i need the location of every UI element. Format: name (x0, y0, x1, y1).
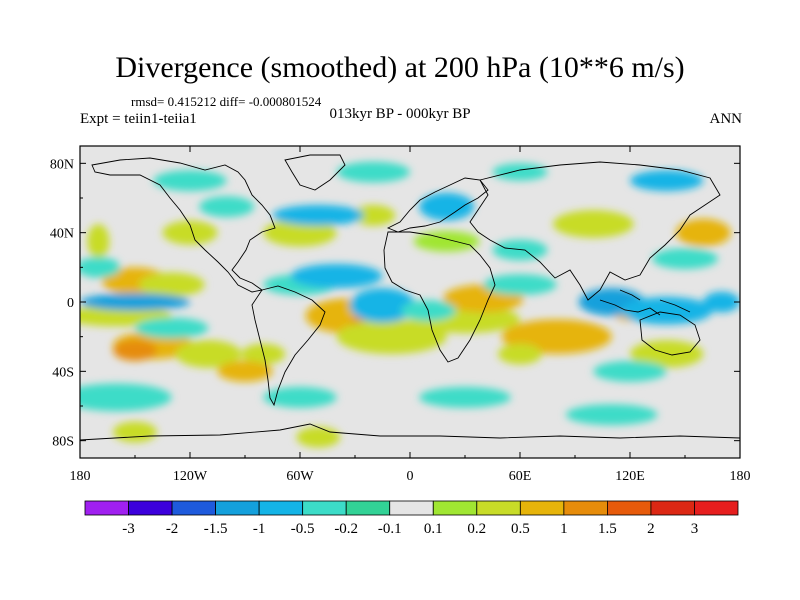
positive-anomaly (113, 421, 157, 443)
negative-anomaly (419, 386, 511, 408)
plot-area (79, 145, 741, 459)
negative-anomaly (492, 239, 548, 261)
x-tick-label: 60W (286, 469, 314, 484)
positive-anomaly (296, 426, 341, 448)
x-tick-label: 120E (615, 469, 645, 484)
map-axes: 180 120W 60W 0 60E 120E 180 80N 40N 0 40S 80S (50, 146, 751, 484)
colorbar-swatch (563, 500, 608, 516)
positive-anomaly (336, 319, 447, 354)
negative-anomaly (80, 256, 121, 278)
positive-anomaly (263, 218, 337, 247)
positive-anomaly (413, 230, 480, 252)
colorbar-label: -2 (166, 521, 179, 537)
x-tick-label: 180 (730, 469, 751, 484)
colorbar-label: -1.5 (204, 521, 228, 537)
negative-anomaly (565, 404, 658, 426)
negative-anomaly (349, 288, 416, 323)
colorbar-swatch (302, 500, 347, 516)
divergence-field (80, 161, 740, 448)
colorbar-swatch (258, 500, 304, 516)
colorbar-label: 0.1 (424, 521, 443, 537)
colorbar-swatch (476, 500, 521, 516)
negative-anomaly (263, 386, 337, 408)
negative-anomaly (153, 170, 227, 192)
colorbar-label: 1 (560, 521, 568, 537)
y-tick-label: 0 (67, 296, 74, 311)
negative-anomaly (80, 293, 190, 311)
negative-anomaly (483, 274, 557, 296)
positive-anomaly (498, 343, 542, 365)
colorbar-label: 0.5 (511, 521, 530, 537)
colorbar-swatch (432, 500, 478, 516)
x-tick-label: 0 (407, 469, 414, 484)
positive-anomaly (162, 220, 218, 245)
colorbar-swatch (389, 500, 434, 516)
period-label: 013kyr BP - 000kyr BP (329, 106, 471, 122)
positive-anomaly (630, 340, 704, 368)
colorbar-label: -0.5 (291, 521, 315, 537)
negative-anomaly (703, 291, 740, 313)
colorbar-label: 2 (647, 521, 655, 537)
positive-anomaly (675, 218, 731, 247)
negative-anomaly (630, 170, 704, 192)
negative-anomaly (620, 296, 713, 325)
colorbar: -3 -2 -1.5 -1 -0.5 -0.2 -0.1 0.1 0.2 0.5 1 1.5 2 3 (84, 500, 739, 537)
positive-anomaly (351, 204, 396, 226)
coastlines (80, 154, 740, 441)
experiment-label: Expt = teiin1-teiia1 (80, 111, 197, 127)
negative-anomaly (80, 383, 172, 412)
y-tick-label: 40N (50, 227, 74, 242)
positive-anomaly (138, 272, 205, 297)
positive-anomaly (217, 360, 273, 382)
negative-anomaly (593, 360, 667, 382)
colorbar-swatch (694, 500, 739, 516)
colorbar-swatch (345, 500, 391, 516)
colorbar-swatch (519, 500, 565, 516)
colorbar-label: 3 (691, 521, 699, 537)
page-title: Divergence (smoothed) at 200 hPa (10**6 … (115, 51, 685, 84)
colorbar-swatch (84, 500, 129, 516)
colorbar-swatch (607, 500, 652, 516)
season-label: ANN (709, 111, 743, 127)
stats-line: rmsd= 0.415212 diff= -0.000801524 (131, 94, 322, 109)
colorbar-swatch (128, 500, 173, 516)
negative-anomaly (492, 163, 548, 181)
negative-anomaly (652, 248, 718, 270)
colorbar-swatch (171, 500, 216, 516)
negative-anomaly (290, 263, 383, 289)
y-tick-label: 40S (52, 365, 74, 380)
negative-anomaly (272, 204, 365, 226)
x-tick-label: 180 (70, 469, 91, 484)
colorbar-label: -1 (253, 521, 266, 537)
negative-anomaly (419, 192, 475, 221)
negative-anomaly (199, 196, 255, 218)
colorbar-swatch (215, 500, 260, 516)
y-tick-label: 80S (52, 435, 74, 450)
colorbar-label: 0.2 (467, 521, 486, 537)
negative-anomaly (336, 161, 411, 183)
x-tick-label: 60E (509, 469, 532, 484)
y-tick-label: 80N (50, 157, 74, 172)
positive-anomaly (87, 224, 110, 259)
colorbar-label: -0.1 (378, 521, 402, 537)
x-tick-label: 120W (173, 469, 208, 484)
positive-anomaly (113, 340, 157, 361)
colorbar-label: 1.5 (598, 521, 617, 537)
field-blobs (80, 161, 740, 448)
negative-anomaly (135, 317, 209, 339)
positive-anomaly (553, 210, 634, 238)
colorbar-label: -3 (122, 521, 135, 537)
colorbar-swatch (650, 500, 695, 516)
positive-anomaly (175, 340, 242, 368)
colorbar-label: -0.2 (334, 521, 358, 537)
